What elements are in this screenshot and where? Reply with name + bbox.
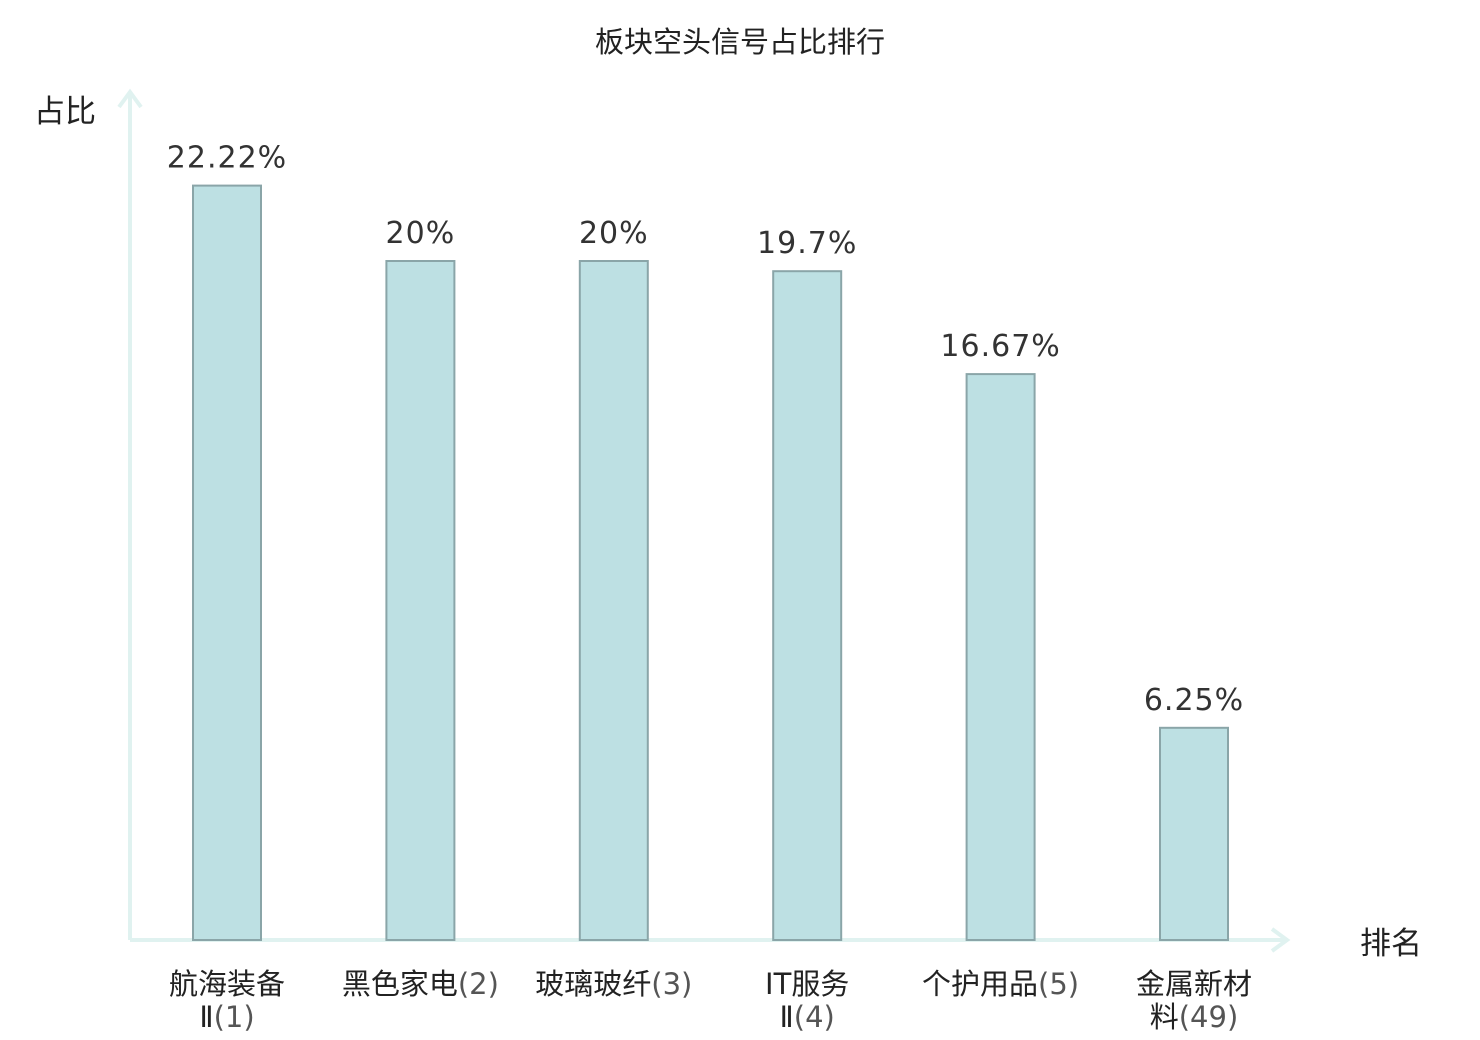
y-axis-title: 占比 — [34, 94, 96, 130]
x-tick-label-name-cont: Ⅱ — [199, 1000, 213, 1034]
bar — [385, 260, 456, 941]
x-tick-label: 个护用品(5) — [922, 967, 1079, 1001]
bar-series — [192, 184, 1229, 942]
x-tick-label-name: IT服务 — [765, 967, 849, 1001]
x-tick-label-rank: (49) — [1179, 1000, 1239, 1034]
bar-value-label: 16.67% — [940, 329, 1060, 364]
x-tick-label-rank: (5) — [1038, 967, 1079, 1001]
x-tick-label-name-cont: Ⅱ — [780, 1000, 794, 1034]
x-tick-label-rank: (1) — [214, 1000, 255, 1034]
bar — [772, 270, 843, 941]
x-tick-label: 玻璃玻纤(3) — [535, 967, 692, 1001]
x-tick-label-rank: (2) — [458, 967, 499, 1001]
x-axis — [130, 927, 1291, 953]
x-tick-label-name: 航海装备 — [169, 967, 285, 1001]
chart-title: 板块空头信号占比排行 — [595, 25, 885, 59]
y-axis — [117, 88, 143, 940]
x-tick-label: 航海装备 Ⅱ(1) — [169, 967, 285, 1034]
bar — [192, 184, 262, 942]
x-tick-label: 黑色家电(2) — [342, 967, 499, 1001]
x-tick-label: 金属新材料(49) — [1136, 967, 1252, 1034]
bar-value-label: 20% — [579, 216, 649, 251]
bar — [1159, 726, 1229, 941]
bar-value-label: 6.25% — [1144, 683, 1244, 718]
x-axis-arrow-icon — [1270, 927, 1291, 953]
x-tick-label-name: 个护用品 — [922, 967, 1038, 1001]
bar — [578, 260, 649, 941]
x-tick-label-name: 黑色家电 — [342, 967, 458, 1001]
x-tick-label-rank: (4) — [794, 1000, 835, 1034]
bar-value-label: 20% — [386, 216, 456, 251]
value-labels: 22.22% 20% 20% 19.7% 16.67% 6.25% — [167, 141, 1244, 718]
bar — [965, 373, 1036, 942]
x-tick-label-name: 金属新材 — [1136, 967, 1252, 1001]
x-axis-title: 排名 — [1360, 926, 1422, 962]
y-axis-arrow-icon — [117, 88, 143, 109]
x-tick-labels: 航海装备 Ⅱ(1)黑色家电(2) 玻璃玻纤(3) IT服务 Ⅱ(4)个护用品(5) 金属新… — [169, 967, 1252, 1034]
x-tick-label: IT服务 Ⅱ(4) — [765, 967, 849, 1034]
x-tick-label-name-cont: 料 — [1150, 1000, 1179, 1034]
bar-value-label: 19.7% — [757, 226, 857, 261]
x-tick-label-name: 玻璃玻纤 — [535, 967, 651, 1001]
bar-value-label: 22.22% — [167, 141, 287, 176]
x-tick-label-rank: (3) — [651, 967, 692, 1001]
